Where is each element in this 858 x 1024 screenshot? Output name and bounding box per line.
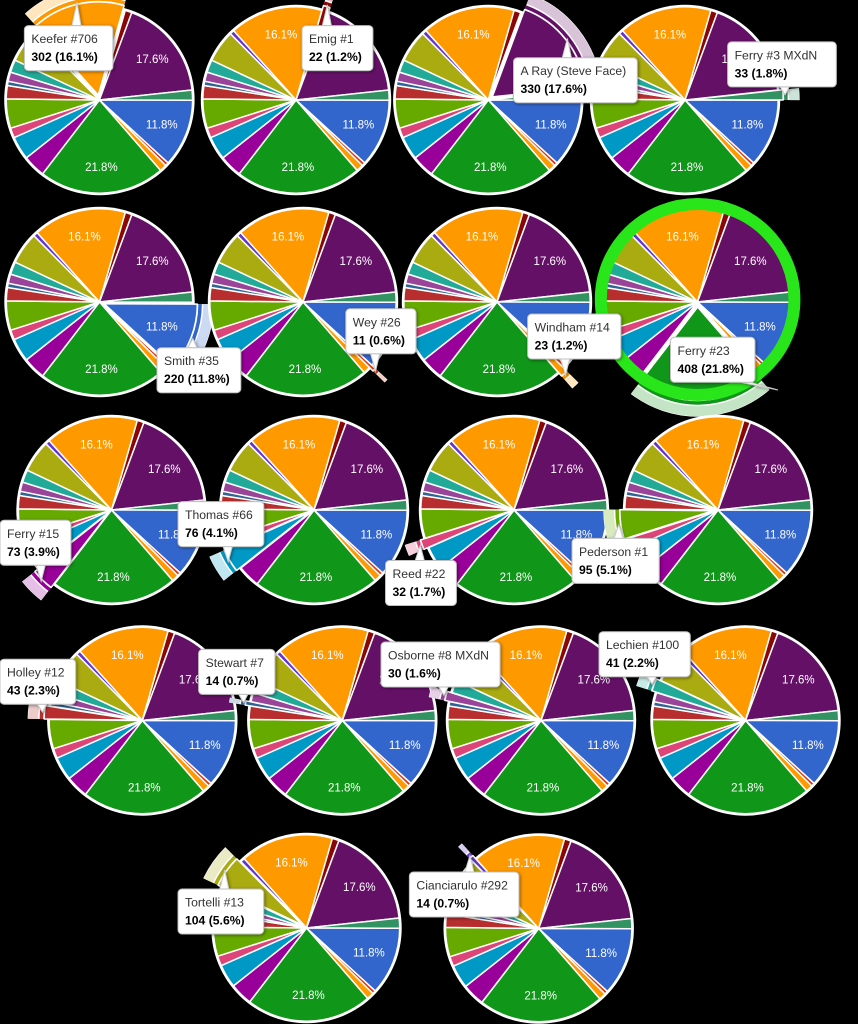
svg-text:16.1%: 16.1% xyxy=(272,232,305,244)
svg-text:Lechien #100: Lechien #100 xyxy=(606,638,679,652)
svg-text:16.1%: 16.1% xyxy=(311,650,344,662)
svg-text:16.1%: 16.1% xyxy=(483,440,516,452)
svg-text:11.8%: 11.8% xyxy=(585,948,617,960)
svg-text:21.8%: 21.8% xyxy=(483,364,516,376)
svg-text:21.8%: 21.8% xyxy=(85,162,118,174)
svg-text:43 (2.3%): 43 (2.3%) xyxy=(7,684,60,698)
svg-text:30 (1.6%): 30 (1.6%) xyxy=(388,667,441,681)
svg-text:17.6%: 17.6% xyxy=(136,54,169,66)
svg-text:21.8%: 21.8% xyxy=(500,572,533,584)
svg-text:11.8%: 11.8% xyxy=(744,321,776,333)
svg-text:17.6%: 17.6% xyxy=(755,464,788,476)
svg-text:33 (1.8%): 33 (1.8%) xyxy=(735,66,788,80)
svg-text:16.1%: 16.1% xyxy=(80,440,113,452)
svg-text:17.6%: 17.6% xyxy=(578,674,611,686)
svg-text:21.8%: 21.8% xyxy=(282,162,315,174)
svg-text:Smith #35: Smith #35 xyxy=(164,354,219,368)
svg-text:17.6%: 17.6% xyxy=(351,464,384,476)
svg-text:76 (4.1%): 76 (4.1%) xyxy=(185,526,238,540)
svg-text:14 (0.7%): 14 (0.7%) xyxy=(416,897,469,911)
svg-text:32 (1.7%): 32 (1.7%) xyxy=(393,585,446,599)
svg-text:21.8%: 21.8% xyxy=(292,990,325,1002)
svg-text:Cianciarulo #292: Cianciarulo #292 xyxy=(416,879,508,893)
svg-text:Pederson #1: Pederson #1 xyxy=(579,545,648,559)
svg-text:Windham #14: Windham #14 xyxy=(535,321,610,335)
svg-text:17.6%: 17.6% xyxy=(534,256,567,268)
svg-text:16.1%: 16.1% xyxy=(507,858,540,870)
svg-text:17.6%: 17.6% xyxy=(343,882,376,894)
svg-text:17.6%: 17.6% xyxy=(136,256,169,268)
svg-text:16.1%: 16.1% xyxy=(510,650,543,662)
svg-text:16.1%: 16.1% xyxy=(68,232,101,244)
svg-text:21.8%: 21.8% xyxy=(97,572,130,584)
svg-text:21.8%: 21.8% xyxy=(527,782,560,794)
svg-text:330 (17.6%): 330 (17.6%) xyxy=(521,82,587,96)
svg-text:16.1%: 16.1% xyxy=(654,30,687,42)
svg-text:Emig #1: Emig #1 xyxy=(309,32,354,46)
svg-text:Tortelli #13: Tortelli #13 xyxy=(185,896,244,910)
svg-text:11.8%: 11.8% xyxy=(189,740,221,752)
svg-text:17.6%: 17.6% xyxy=(340,256,373,268)
svg-text:14 (0.7%): 14 (0.7%) xyxy=(206,674,259,688)
svg-text:22 (1.2%): 22 (1.2%) xyxy=(309,50,362,64)
svg-text:17.6%: 17.6% xyxy=(782,674,815,686)
svg-text:41 (2.2%): 41 (2.2%) xyxy=(606,656,659,670)
svg-text:21.8%: 21.8% xyxy=(704,572,737,584)
svg-text:21.8%: 21.8% xyxy=(328,782,361,794)
svg-text:17.6%: 17.6% xyxy=(551,464,584,476)
svg-text:17.6%: 17.6% xyxy=(575,882,608,894)
svg-text:Holley #12: Holley #12 xyxy=(7,666,65,680)
svg-text:408 (21.8%): 408 (21.8%) xyxy=(678,362,744,376)
svg-text:Osborne #8 MXdN: Osborne #8 MXdN xyxy=(388,649,489,663)
svg-text:95 (5.1%): 95 (5.1%) xyxy=(579,563,632,577)
svg-text:Keefer #706: Keefer #706 xyxy=(31,32,98,46)
svg-text:Stewart #7: Stewart #7 xyxy=(206,656,264,670)
svg-text:21.8%: 21.8% xyxy=(524,990,557,1002)
svg-text:11.8%: 11.8% xyxy=(343,119,375,131)
svg-text:21.8%: 21.8% xyxy=(731,782,764,794)
svg-text:21.8%: 21.8% xyxy=(300,572,333,584)
svg-text:A Ray (Steve Face): A Ray (Steve Face) xyxy=(521,64,627,78)
svg-text:16.1%: 16.1% xyxy=(265,30,298,42)
svg-text:16.1%: 16.1% xyxy=(275,858,308,870)
svg-text:21.8%: 21.8% xyxy=(128,782,161,794)
svg-text:11.8%: 11.8% xyxy=(732,119,764,131)
svg-text:23 (1.2%): 23 (1.2%) xyxy=(535,339,588,353)
svg-text:11.8%: 11.8% xyxy=(353,947,385,959)
svg-text:16.1%: 16.1% xyxy=(457,30,490,42)
svg-text:11.8%: 11.8% xyxy=(792,740,824,752)
svg-text:Wey #26: Wey #26 xyxy=(353,315,401,329)
svg-text:302 (16.1%): 302 (16.1%) xyxy=(31,50,97,64)
svg-text:17.6%: 17.6% xyxy=(148,464,181,476)
svg-text:21.8%: 21.8% xyxy=(289,364,322,376)
svg-text:104 (5.6%): 104 (5.6%) xyxy=(185,914,245,928)
svg-text:21.8%: 21.8% xyxy=(85,364,118,376)
svg-text:Ferry #23: Ferry #23 xyxy=(678,344,730,358)
svg-text:16.1%: 16.1% xyxy=(666,232,699,244)
svg-text:11.8%: 11.8% xyxy=(361,529,393,541)
svg-text:11.8%: 11.8% xyxy=(146,119,178,131)
svg-text:11.8%: 11.8% xyxy=(389,740,421,752)
svg-text:16.1%: 16.1% xyxy=(111,650,144,662)
svg-text:21.8%: 21.8% xyxy=(474,162,507,174)
svg-text:Ferry #3 MXdN: Ferry #3 MXdN xyxy=(735,48,818,62)
svg-text:11.8%: 11.8% xyxy=(146,321,178,333)
svg-text:17.6%: 17.6% xyxy=(734,256,767,268)
svg-text:Reed #22: Reed #22 xyxy=(393,567,446,581)
svg-text:11.8%: 11.8% xyxy=(535,119,567,131)
svg-text:16.1%: 16.1% xyxy=(714,650,747,662)
svg-text:16.1%: 16.1% xyxy=(466,232,499,244)
svg-text:11.8%: 11.8% xyxy=(765,529,797,541)
svg-text:Ferry #15: Ferry #15 xyxy=(7,527,59,541)
svg-text:220 (11.8%): 220 (11.8%) xyxy=(164,372,230,386)
svg-text:16.1%: 16.1% xyxy=(687,440,720,452)
svg-text:73 (3.9%): 73 (3.9%) xyxy=(7,545,60,559)
svg-text:Thomas #66: Thomas #66 xyxy=(185,508,253,522)
svg-text:21.8%: 21.8% xyxy=(671,162,704,174)
svg-text:11.8%: 11.8% xyxy=(588,740,620,752)
svg-text:16.1%: 16.1% xyxy=(283,440,316,452)
svg-text:11 (0.6%): 11 (0.6%) xyxy=(353,333,405,347)
